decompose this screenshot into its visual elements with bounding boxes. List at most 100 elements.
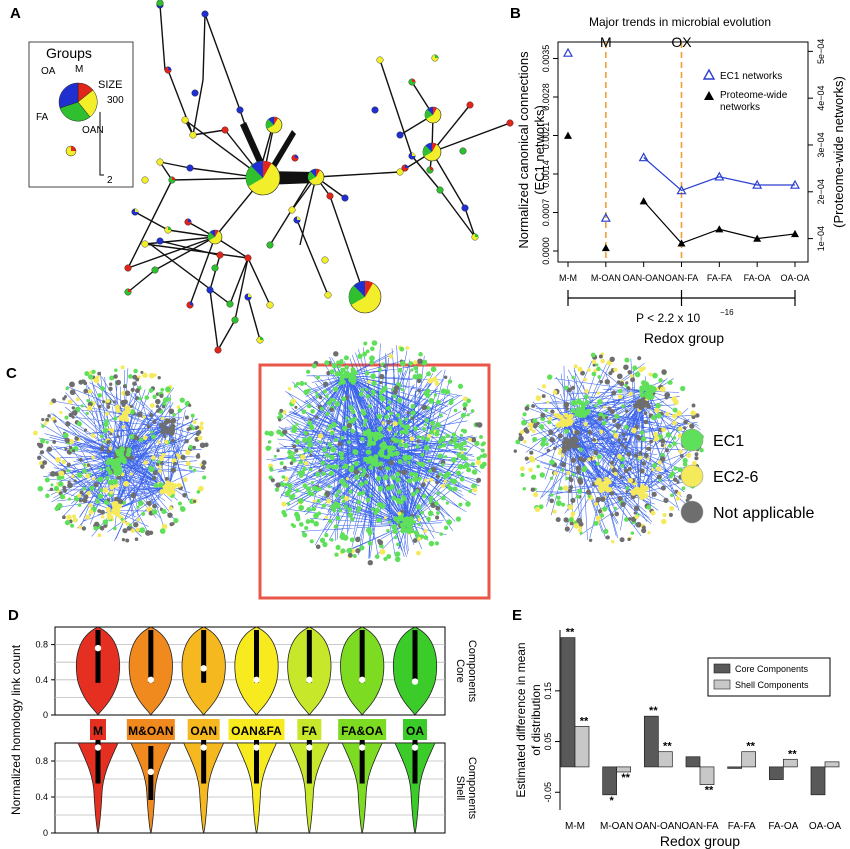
- network-node: [378, 466, 383, 471]
- network-2: [264, 340, 488, 566]
- network-node: [675, 496, 681, 501]
- network-node: [55, 456, 61, 463]
- network-node: [443, 525, 449, 531]
- network-node: [383, 455, 387, 459]
- network-node: [157, 376, 161, 380]
- network-node: [275, 482, 281, 488]
- network-node: [439, 413, 443, 417]
- network-node: [458, 445, 464, 451]
- network-node: [410, 410, 416, 416]
- network-node: [158, 469, 163, 474]
- network-node: [436, 186, 444, 194]
- network-node: [598, 354, 603, 359]
- network-node: [538, 504, 544, 510]
- network-node: [150, 430, 154, 434]
- network-node: [322, 541, 328, 548]
- network-cluster-node: [640, 484, 646, 490]
- network-node: [320, 460, 326, 466]
- network-node: [335, 515, 341, 521]
- network-node: [399, 430, 404, 435]
- network-cluster-node: [408, 516, 414, 522]
- point-ec1: [600, 212, 611, 222]
- network-node: [430, 420, 436, 426]
- network-cluster-node: [159, 489, 165, 495]
- network-node: [519, 466, 525, 472]
- network-node: [315, 472, 321, 477]
- network-node: [613, 367, 618, 372]
- network-node: [665, 448, 669, 453]
- network-cluster-node: [561, 444, 567, 450]
- network-node: [691, 414, 696, 420]
- network-node: [462, 402, 468, 408]
- network-node: [148, 388, 154, 393]
- bar-shell: [657, 751, 673, 768]
- network-node: [49, 401, 53, 405]
- network-node: [165, 386, 171, 393]
- network-node: [315, 544, 321, 550]
- network-node: [191, 89, 199, 97]
- network-node: [415, 489, 420, 494]
- network-node: [180, 454, 186, 460]
- network-node: [459, 433, 463, 437]
- network-node: [427, 377, 434, 384]
- network-cluster-node: [570, 408, 576, 414]
- legend-label: EC2-6: [713, 469, 758, 486]
- network-node: [149, 412, 154, 418]
- network-node: [466, 398, 472, 404]
- network-cluster-node: [558, 415, 564, 420]
- network-node: [619, 537, 625, 543]
- network-node: [270, 478, 275, 483]
- network-node: [100, 386, 106, 392]
- network-cluster-node: [340, 367, 346, 373]
- violin-box: [306, 729, 312, 784]
- panel-side-label: Components: [466, 640, 478, 703]
- network-node: [440, 483, 446, 489]
- network-node: [541, 394, 546, 399]
- network-node: [410, 368, 414, 372]
- network-node: [387, 425, 393, 431]
- network-node: [396, 500, 401, 505]
- network-node: [71, 406, 76, 410]
- network-node: [406, 478, 413, 484]
- network-node: [378, 367, 382, 372]
- network-node: [440, 436, 446, 442]
- network-node: [288, 206, 296, 214]
- network-node: [199, 442, 206, 449]
- network-node: [416, 378, 422, 384]
- network-node: [334, 371, 341, 377]
- network-node: [532, 429, 536, 434]
- legend-group-fa: FA: [36, 112, 49, 123]
- network-node-slice: [412, 78, 416, 82]
- network-node: [620, 501, 626, 508]
- bar-shell: [574, 725, 590, 768]
- network-node: [553, 471, 558, 476]
- network-node: [357, 353, 363, 359]
- network-node: [43, 422, 47, 426]
- network-node-slice: [412, 152, 416, 156]
- network-cluster-node: [171, 417, 176, 423]
- network-node: [420, 452, 425, 457]
- network-node: [316, 499, 321, 503]
- network-cluster-node: [572, 400, 578, 406]
- network-node: [531, 404, 536, 408]
- x-tick-label: OAN-FA: [681, 821, 719, 832]
- network-node: [461, 204, 469, 212]
- network-node: [423, 528, 428, 533]
- network-node: [84, 371, 90, 377]
- network-node: [168, 408, 175, 415]
- network-node: [549, 498, 555, 504]
- pie-slice-blue: [425, 143, 432, 152]
- network-node: [386, 486, 391, 490]
- network-node: [441, 442, 447, 448]
- network-node: [672, 441, 677, 446]
- legend-swatch-shell: [713, 679, 731, 690]
- network-node: [399, 346, 405, 352]
- network-node: [355, 548, 361, 554]
- network-node: [307, 441, 313, 448]
- network-cluster-node: [373, 454, 379, 460]
- network-node: [595, 515, 602, 521]
- network-node: [440, 459, 446, 465]
- network-node: [619, 381, 625, 387]
- network-node: [633, 505, 640, 511]
- panel-label-b: B: [510, 5, 521, 22]
